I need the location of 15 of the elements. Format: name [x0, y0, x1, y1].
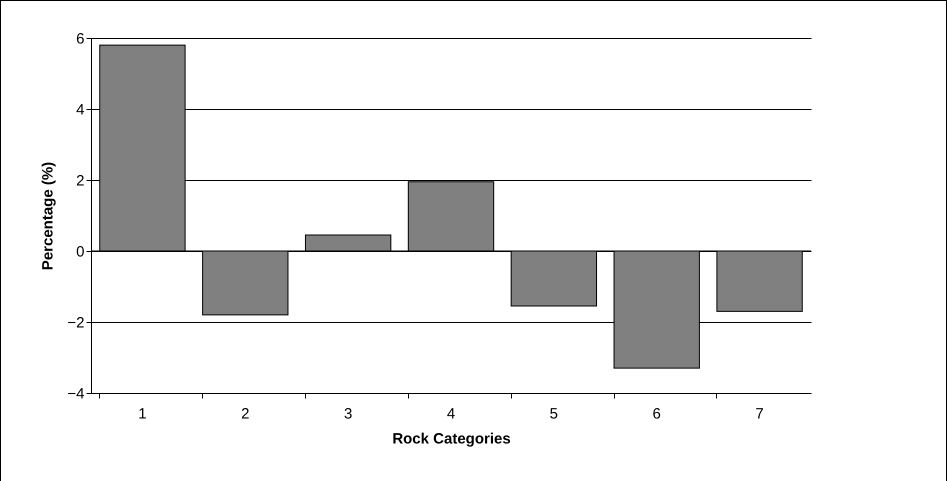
- y-tick-label: 4: [76, 102, 84, 118]
- x-tick-label: 3: [344, 406, 352, 422]
- x-tick-label: 7: [755, 406, 764, 422]
- x-tick-label: 5: [550, 406, 558, 422]
- y-axis-title: Percentage (%): [39, 162, 56, 270]
- x-axis-title: Rock Categories: [392, 430, 511, 448]
- x-tick-label: 4: [446, 406, 456, 422]
- x-tick-label: 1: [138, 406, 147, 422]
- y-tick-label: 6: [76, 30, 84, 48]
- y-tick-label: 2: [76, 172, 84, 190]
- x-tick-label: 6: [652, 406, 661, 422]
- y-tick-label: −2: [67, 314, 84, 332]
- x-tick-label: 2: [241, 406, 250, 422]
- y-tick-label: 0: [76, 244, 84, 260]
- y-tick-label: −4: [67, 386, 84, 402]
